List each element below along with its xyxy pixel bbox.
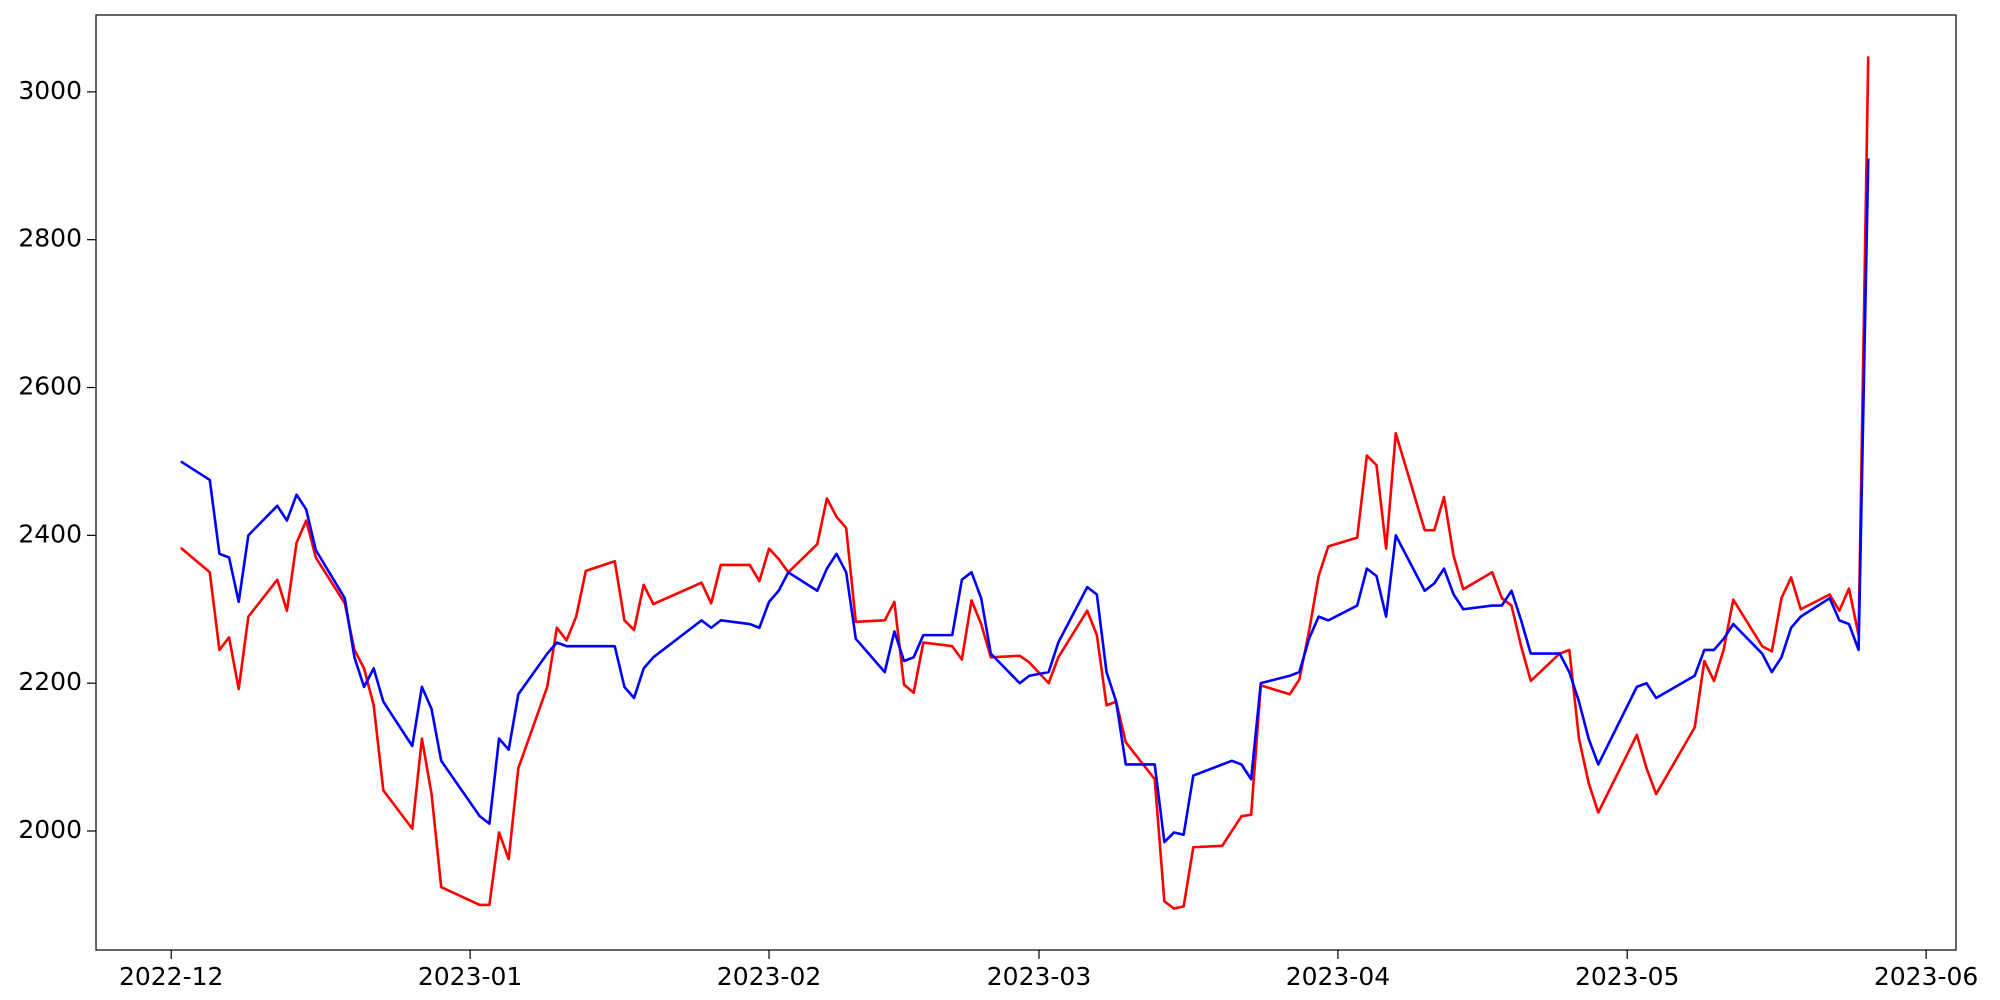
y-tick-label: 2000 (18, 815, 82, 844)
x-tick-label: 2023-05 (1575, 962, 1679, 991)
x-tick-label: 2023-06 (1874, 962, 1978, 991)
y-tick-label: 3000 (18, 76, 82, 105)
x-tick-label: 2023-02 (717, 962, 821, 991)
x-tick-label: 2023-01 (418, 962, 522, 991)
series-line (180, 56, 1870, 910)
y-tick-label: 2400 (18, 519, 82, 548)
y-tick-label: 2200 (18, 667, 82, 696)
y-tick-label: 2600 (18, 372, 82, 401)
x-tick-label: 2022-12 (119, 962, 223, 991)
series-line (180, 158, 1870, 844)
x-tick-label: 2023-04 (1286, 962, 1390, 991)
plot-frame (95, 14, 1957, 951)
y-tick-label: 2800 (18, 224, 82, 253)
x-tick-label: 2023-03 (987, 962, 1091, 991)
